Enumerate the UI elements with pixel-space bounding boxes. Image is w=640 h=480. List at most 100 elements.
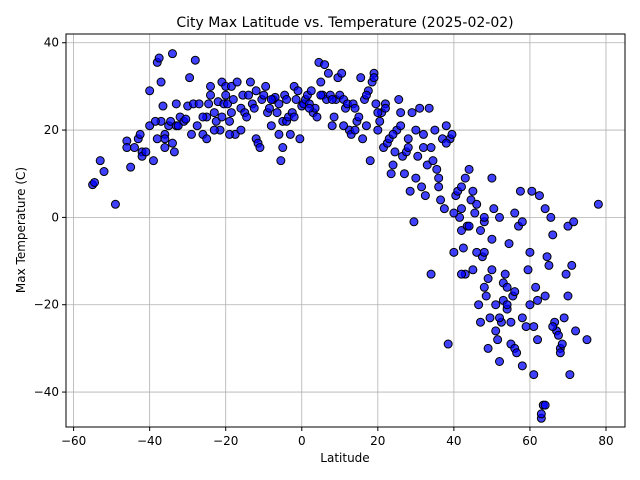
data-point: [339, 121, 349, 131]
data-point: [245, 77, 255, 87]
data-point: [436, 195, 446, 205]
data-point: [192, 121, 202, 131]
data-point: [194, 99, 204, 109]
data-point: [251, 86, 261, 96]
data-point: [204, 99, 214, 109]
data-point: [375, 116, 385, 126]
data-point: [544, 260, 554, 270]
data-point: [512, 348, 522, 358]
data-point: [413, 151, 423, 161]
data-point: [525, 247, 535, 257]
data-point: [285, 129, 295, 139]
data-point: [540, 291, 550, 301]
data-point: [394, 95, 404, 104]
data-point: [536, 409, 546, 419]
data-point: [320, 60, 330, 70]
data-point: [443, 339, 453, 349]
data-point: [160, 143, 170, 153]
data-point: [190, 55, 200, 65]
data-point: [483, 274, 493, 284]
data-point: [491, 300, 501, 310]
data-point: [259, 90, 269, 100]
data-point: [533, 295, 543, 305]
data-point: [456, 182, 466, 192]
y-axis-label: Max Temperature (C): [14, 167, 28, 293]
data-point: [571, 326, 581, 336]
data-point: [225, 129, 235, 139]
data-point: [312, 112, 322, 122]
data-point: [510, 208, 520, 218]
data-point: [122, 143, 132, 153]
data-point: [415, 103, 425, 113]
data-point: [266, 121, 276, 131]
data-point: [500, 269, 510, 279]
data-point: [487, 234, 497, 244]
data-point: [470, 208, 480, 218]
data-point: [167, 49, 177, 59]
data-point: [515, 186, 525, 196]
data-point: [373, 108, 383, 118]
data-point: [323, 68, 333, 78]
data-point: [225, 116, 235, 126]
x-axis-ticks: −60 −40 −20 0 20 40 60 80: [61, 427, 614, 448]
data-point: [274, 129, 284, 139]
data-point: [420, 191, 430, 201]
data-point: [217, 112, 227, 122]
data-point: [409, 217, 419, 227]
data-point: [548, 230, 558, 240]
data-point: [434, 173, 444, 183]
data-point: [261, 81, 271, 91]
data-point: [506, 317, 516, 327]
y-tick-label: 40: [44, 36, 59, 50]
data-point: [555, 348, 565, 358]
data-point: [369, 73, 379, 83]
data-point: [479, 247, 489, 257]
data-point: [306, 86, 316, 96]
data-point: [264, 103, 274, 113]
data-point: [386, 169, 396, 179]
data-point: [327, 121, 337, 131]
x-axis-label: Latitude: [320, 451, 369, 465]
data-point: [411, 173, 421, 183]
data-point: [388, 160, 398, 170]
data-point: [206, 90, 216, 100]
data-point: [567, 260, 577, 270]
data-point: [304, 103, 314, 113]
data-point: [475, 317, 485, 327]
x-tick-label: 80: [598, 434, 613, 448]
data-point: [158, 101, 168, 111]
data-point: [472, 199, 482, 209]
data-point: [487, 173, 497, 183]
plot-frame: [65, 33, 626, 428]
data-point: [553, 330, 563, 340]
data-point: [90, 177, 100, 187]
data-point: [278, 143, 288, 153]
data-point: [135, 129, 145, 139]
data-point: [354, 112, 364, 122]
x-tick-label: −40: [137, 434, 162, 448]
data-point: [458, 243, 468, 253]
data-point: [289, 112, 299, 122]
data-point: [546, 212, 556, 222]
data-point: [426, 269, 436, 279]
data-point: [510, 287, 520, 297]
data-point: [495, 313, 505, 323]
data-point: [489, 204, 499, 214]
data-point: [272, 108, 282, 118]
data-point: [244, 90, 254, 100]
data-point: [141, 147, 151, 157]
data-point: [565, 370, 575, 380]
data-point: [495, 212, 505, 222]
data-point: [293, 86, 303, 96]
data-point: [350, 125, 360, 135]
x-tick-label: −60: [61, 434, 86, 448]
data-point: [449, 208, 459, 218]
data-point: [329, 112, 339, 122]
data-point: [337, 68, 347, 78]
data-point: [475, 226, 485, 235]
data-point: [428, 156, 438, 166]
data-point: [481, 291, 491, 301]
data-point: [533, 335, 543, 345]
data-point: [380, 103, 390, 113]
data-point: [403, 134, 413, 144]
